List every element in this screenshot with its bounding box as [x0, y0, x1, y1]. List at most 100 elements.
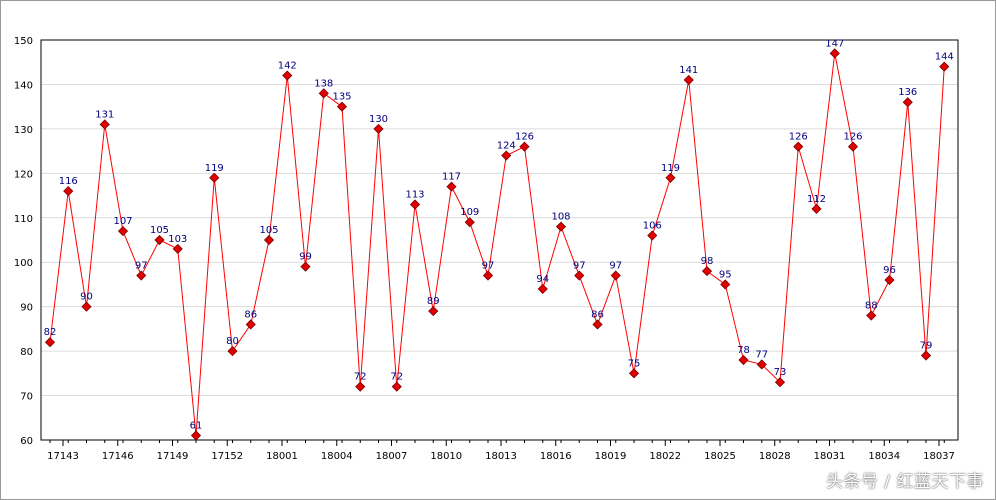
x-tick-label: 18022 — [649, 451, 681, 462]
data-point — [902, 97, 913, 108]
y-tick-label: 120 — [14, 169, 33, 180]
x-tick-label: 18001 — [266, 451, 298, 462]
data-label: 97 — [573, 261, 586, 272]
data-label: 105 — [150, 225, 169, 236]
data-point — [263, 234, 275, 246]
data-label: 86 — [591, 309, 604, 320]
x-tick-label: 18010 — [430, 451, 462, 462]
data-point — [245, 319, 256, 330]
data-label: 136 — [898, 87, 917, 98]
data-label: 89 — [427, 296, 440, 307]
data-point — [555, 221, 567, 232]
data-point — [501, 150, 512, 161]
x-tick-label: 18013 — [485, 451, 517, 462]
data-label: 90 — [80, 292, 93, 303]
data-point — [647, 230, 658, 241]
y-tick-label: 150 — [14, 36, 33, 47]
x-tick-label: 18019 — [595, 451, 627, 462]
data-point — [428, 306, 439, 317]
x-tick-label: 18037 — [923, 451, 955, 462]
data-label: 142 — [278, 61, 297, 72]
x-tick-label: 18016 — [540, 451, 572, 462]
data-label: 117 — [442, 172, 461, 183]
data-point — [884, 274, 895, 286]
watermark: 头条号 / 红蓝天下事 — [825, 472, 984, 492]
data-point — [446, 181, 457, 192]
data-label: 119 — [205, 163, 224, 174]
y-tick-label: 130 — [14, 125, 33, 136]
y-tick-label: 60 — [20, 436, 33, 447]
x-tick-label: 18034 — [868, 451, 900, 462]
data-label: 126 — [843, 132, 862, 143]
x-tick-label: 17143 — [47, 451, 79, 462]
y-tick-label: 140 — [14, 80, 33, 91]
data-point — [154, 234, 165, 246]
data-point — [793, 141, 804, 152]
data-point — [227, 346, 238, 357]
data-point — [866, 310, 877, 321]
data-label: 96 — [883, 265, 896, 276]
data-label: 78 — [737, 345, 750, 356]
data-label: 141 — [679, 65, 698, 76]
data-point — [300, 261, 311, 272]
data-point — [391, 381, 402, 392]
data-label: 119 — [661, 163, 680, 174]
data-label: 124 — [497, 141, 516, 152]
data-label: 138 — [314, 78, 333, 89]
data-point — [920, 350, 932, 361]
data-label: 73 — [774, 367, 787, 378]
data-label: 135 — [332, 92, 351, 103]
data-point — [574, 270, 585, 281]
data-label: 98 — [701, 256, 714, 267]
data-label: 105 — [259, 225, 278, 236]
data-label: 116 — [59, 176, 78, 187]
data-point — [701, 266, 713, 277]
data-point — [756, 359, 767, 370]
data-label: 103 — [168, 234, 187, 245]
data-point — [847, 141, 859, 152]
data-point — [628, 368, 640, 379]
x-tick-label: 18031 — [814, 451, 846, 462]
data-label: 61 — [190, 421, 203, 432]
data-label: 130 — [369, 114, 388, 125]
data-label: 72 — [354, 372, 367, 383]
y-tick-label: 90 — [20, 303, 33, 314]
x-tick-label: 18007 — [376, 451, 408, 462]
data-point — [190, 430, 202, 441]
data-point — [482, 270, 494, 281]
data-label: 109 — [460, 207, 479, 218]
series-line — [49, 53, 945, 436]
data-point — [172, 243, 183, 254]
data-label: 88 — [865, 301, 878, 312]
data-point — [464, 217, 475, 228]
data-point — [318, 88, 329, 99]
data-label: 112 — [807, 194, 826, 205]
y-tick-label: 100 — [14, 258, 33, 269]
data-point — [592, 319, 603, 330]
data-point — [537, 283, 548, 294]
data-label: 97 — [482, 261, 495, 272]
data-point — [209, 172, 220, 183]
x-tick-label: 17152 — [211, 451, 243, 462]
data-label: 107 — [113, 216, 132, 227]
data-point — [355, 381, 366, 392]
data-label: 94 — [536, 274, 549, 285]
data-point — [519, 141, 530, 152]
data-label: 126 — [515, 132, 534, 143]
y-tick-label: 80 — [20, 347, 33, 358]
data-point — [282, 70, 293, 81]
data-label: 147 — [825, 38, 844, 49]
data-label: 99 — [299, 252, 312, 263]
data-point — [738, 354, 749, 366]
data-point — [373, 123, 384, 134]
data-point — [829, 48, 840, 59]
data-label: 97 — [609, 261, 622, 272]
data-label: 86 — [244, 309, 257, 320]
plot-area — [40, 39, 959, 441]
x-tick-label: 18004 — [321, 451, 353, 462]
data-label: 75 — [628, 358, 641, 369]
y-tick-label: 110 — [14, 214, 33, 225]
data-label: 97 — [135, 261, 148, 272]
